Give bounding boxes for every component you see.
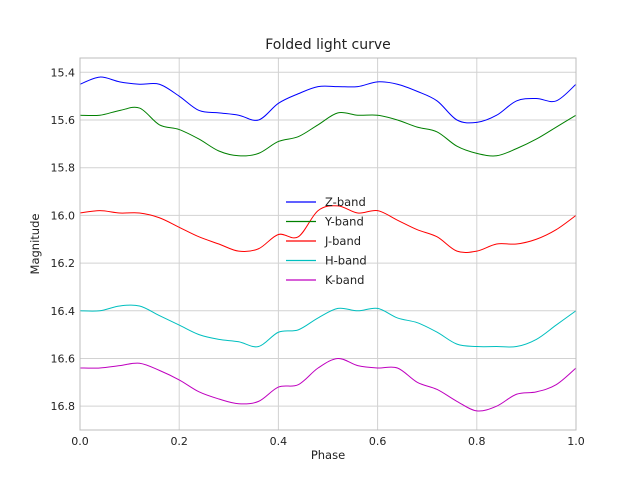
chart-title: Folded light curve: [265, 37, 391, 53]
x-tick-label: 0.8: [468, 435, 486, 448]
legend-label-y-band: Y-band: [324, 215, 364, 229]
legend-label-h-band: H-band: [325, 254, 367, 268]
series-line-z-band: [79, 76, 577, 124]
grid: [79, 58, 577, 430]
series-line-y-band: [79, 106, 577, 157]
y-tick-label: 16.0: [51, 209, 76, 222]
legend-label-k-band: K-band: [325, 273, 364, 287]
legend: Z-band Y-band J-band H-band K-band: [286, 195, 367, 287]
y-tick-label: 15.6: [51, 114, 76, 127]
series-line-h-band: [79, 304, 577, 348]
legend-label-z-band: Z-band: [325, 195, 366, 209]
x-axis-label: Phase: [311, 448, 345, 462]
series-lines: [79, 76, 577, 412]
series-line-k-band: [79, 357, 577, 412]
y-axis-ticks: 15.4 15.6 15.8 16.0 16.2 16.4 16.6 16.8: [51, 66, 76, 413]
legend-label-j-band: J-band: [324, 234, 361, 248]
x-axis-ticks: 0.0 0.2 0.4 0.6 0.8 1.0: [71, 435, 585, 448]
series-line-j-band: [79, 205, 577, 254]
x-tick-label: 0.6: [369, 435, 387, 448]
x-tick-label: 1.0: [567, 435, 585, 448]
y-tick-label: 15.8: [51, 162, 76, 175]
y-tick-label: 16.6: [51, 352, 76, 365]
y-tick-label: 15.4: [51, 66, 76, 79]
x-tick-label: 0.0: [71, 435, 89, 448]
x-tick-label: 0.4: [270, 435, 288, 448]
x-tick-label: 0.2: [170, 435, 188, 448]
plot-area-frame: [79, 57, 577, 431]
y-axis-label: Magnitude: [28, 214, 42, 275]
y-tick-label: 16.8: [51, 400, 76, 413]
y-tick-label: 16.2: [51, 257, 76, 270]
y-tick-label: 16.4: [51, 305, 76, 318]
